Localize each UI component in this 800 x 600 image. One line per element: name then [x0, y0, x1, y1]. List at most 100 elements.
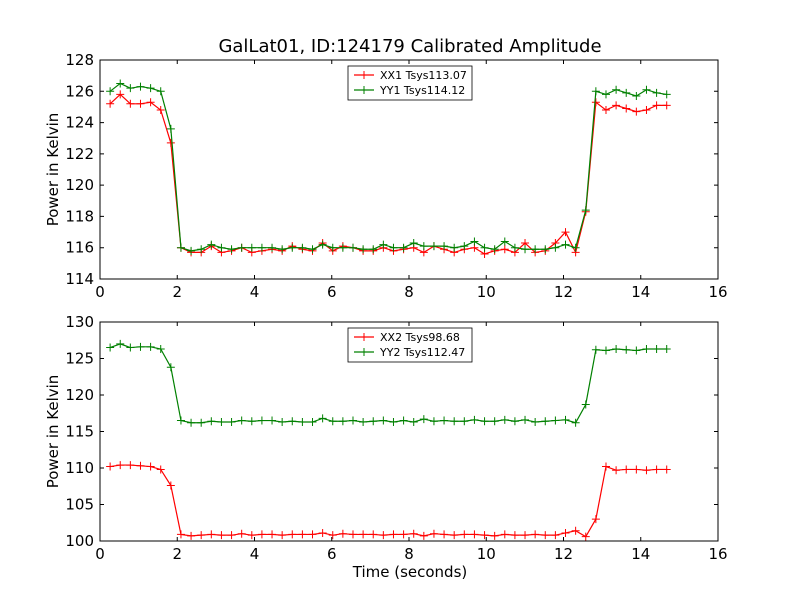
y-tick-label: 124: [65, 114, 94, 132]
x-tick-label: 8: [404, 283, 414, 301]
data-point: [389, 530, 398, 539]
data-point: [399, 416, 408, 425]
data-point: [480, 243, 489, 252]
data-point: [146, 84, 155, 93]
data-point: [156, 465, 165, 474]
data-point: [116, 79, 125, 88]
data-point: [207, 530, 216, 539]
data-point: [662, 345, 671, 354]
data-point: [429, 529, 438, 538]
data-point: [409, 239, 418, 248]
data-point: [571, 526, 580, 535]
data-point: [652, 345, 661, 354]
y-tick-label: 118: [65, 207, 94, 225]
data-point: [278, 245, 287, 254]
data-point: [237, 529, 246, 538]
data-point: [237, 243, 246, 252]
data-point: [288, 243, 297, 252]
top-y-axis-label: Power in Kelvin: [44, 113, 62, 227]
data-point: [622, 345, 631, 354]
y-tick-label: 100: [65, 532, 94, 550]
data-point: [480, 417, 489, 426]
data-point: [227, 531, 236, 540]
legend-marker: [360, 86, 368, 94]
data-point: [490, 417, 499, 426]
data-point: [197, 531, 206, 540]
data-point: [662, 90, 671, 99]
data-point: [338, 529, 347, 538]
data-point: [369, 417, 378, 426]
data-point: [136, 82, 145, 91]
data-point: [338, 243, 347, 252]
data-point: [176, 416, 185, 425]
data-point: [217, 243, 226, 252]
data-point: [652, 465, 661, 474]
data-point: [146, 342, 155, 351]
data-point: [298, 530, 307, 539]
y-tick-label: 115: [65, 423, 94, 441]
data-point: [106, 87, 115, 96]
x-tick-label: 10: [477, 545, 496, 563]
data-point: [612, 101, 621, 110]
data-point: [551, 531, 560, 540]
x-tick-label: 6: [327, 545, 337, 563]
data-point: [257, 416, 266, 425]
data-point: [601, 346, 610, 355]
data-point: [278, 531, 287, 540]
data-point: [409, 418, 418, 427]
x-tick-label: 0: [95, 545, 105, 563]
data-point: [652, 88, 661, 97]
data-point: [561, 228, 570, 237]
data-point: [500, 245, 509, 254]
legend-box: [347, 65, 473, 101]
data-point: [156, 87, 165, 96]
data-point: [348, 416, 357, 425]
data-point: [500, 415, 509, 424]
data-point: [217, 531, 226, 540]
x-tick-label: 8: [404, 545, 414, 563]
data-point: [379, 531, 388, 540]
data-point: [217, 418, 226, 427]
y-tick-label: 122: [65, 145, 94, 163]
legend-entry: YY2 Tsys112.47: [379, 346, 465, 359]
data-point: [470, 415, 479, 424]
data-point: [166, 124, 175, 133]
data-point: [399, 243, 408, 252]
data-point: [379, 416, 388, 425]
series-line-2: [109, 82, 667, 252]
data-point: [652, 101, 661, 110]
data-point: [632, 465, 641, 474]
data-point: [591, 87, 600, 96]
data-point: [156, 345, 165, 354]
data-point: [450, 417, 459, 426]
data-point: [318, 414, 327, 423]
y-tick-label: 128: [65, 51, 94, 69]
data-point: [480, 531, 489, 540]
data-point: [561, 528, 570, 537]
data-point: [328, 417, 337, 426]
data-point: [531, 530, 540, 539]
legend-marker: [360, 348, 368, 356]
data-point: [490, 531, 499, 540]
data-point: [632, 107, 641, 116]
data-point: [176, 243, 185, 252]
data-point: [642, 106, 651, 115]
y-tick-label: 116: [65, 239, 94, 257]
data-point: [338, 417, 347, 426]
data-point: [106, 99, 115, 108]
data-point: [531, 418, 540, 427]
data-point: [298, 418, 307, 427]
data-point: [541, 417, 550, 426]
data-point: [379, 240, 388, 249]
data-point: [601, 462, 610, 471]
data-point: [136, 99, 145, 108]
legend-box: [347, 327, 473, 363]
data-point: [591, 98, 600, 107]
data-point: [166, 138, 175, 147]
data-point: [642, 345, 651, 354]
legend-entry: XX1 Tsys113.07: [380, 69, 467, 82]
data-point: [521, 531, 530, 540]
data-point: [268, 243, 277, 252]
data-point: [581, 532, 590, 541]
data-point: [561, 415, 570, 424]
